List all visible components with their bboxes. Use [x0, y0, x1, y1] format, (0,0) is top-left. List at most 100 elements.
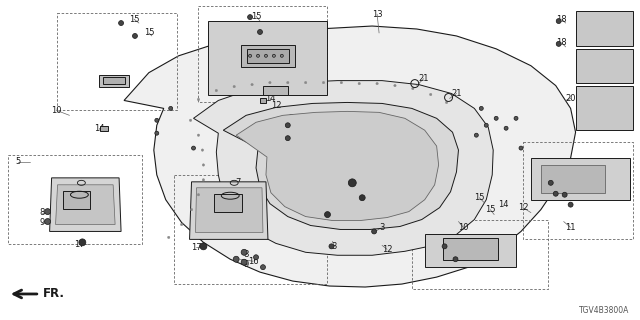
Circle shape	[429, 93, 432, 96]
Polygon shape	[189, 182, 268, 239]
Circle shape	[494, 116, 498, 120]
Circle shape	[197, 134, 200, 136]
Text: 11: 11	[565, 223, 576, 232]
Circle shape	[556, 19, 561, 24]
Circle shape	[474, 133, 478, 137]
Text: 3: 3	[332, 242, 337, 251]
Circle shape	[340, 81, 342, 84]
Circle shape	[329, 244, 334, 249]
Bar	[100, 126, 108, 131]
Circle shape	[285, 136, 291, 141]
Circle shape	[190, 208, 193, 211]
Bar	[99, 75, 129, 87]
Text: TGV4B3800A: TGV4B3800A	[579, 306, 629, 315]
Circle shape	[324, 212, 330, 218]
Circle shape	[280, 54, 284, 57]
Circle shape	[323, 81, 324, 84]
Text: 10: 10	[458, 223, 468, 232]
Polygon shape	[124, 26, 575, 287]
Bar	[214, 194, 242, 212]
Circle shape	[189, 119, 192, 122]
Circle shape	[394, 84, 396, 87]
Text: 12: 12	[518, 203, 528, 212]
Circle shape	[287, 81, 289, 84]
Bar	[63, 191, 90, 209]
Text: 3: 3	[380, 223, 385, 232]
Text: 1: 1	[365, 190, 370, 199]
Circle shape	[241, 249, 247, 255]
Text: 21: 21	[451, 89, 461, 98]
Polygon shape	[575, 85, 633, 130]
Text: 15: 15	[485, 205, 495, 214]
Bar	[264, 85, 288, 95]
Circle shape	[412, 87, 414, 90]
Text: 18: 18	[556, 15, 567, 24]
Circle shape	[251, 84, 253, 86]
Circle shape	[479, 107, 483, 110]
Text: 9: 9	[39, 218, 44, 227]
Text: 12: 12	[382, 245, 392, 254]
Circle shape	[233, 85, 236, 88]
Circle shape	[45, 219, 51, 225]
Circle shape	[269, 81, 271, 84]
Circle shape	[233, 256, 239, 262]
Circle shape	[260, 265, 266, 270]
Polygon shape	[236, 111, 438, 220]
Text: 7: 7	[236, 178, 241, 187]
Polygon shape	[425, 235, 516, 267]
Circle shape	[201, 149, 204, 151]
Text: 19: 19	[347, 173, 358, 182]
Text: 12: 12	[271, 101, 281, 110]
Circle shape	[556, 41, 561, 46]
Text: 2: 2	[286, 128, 291, 137]
Circle shape	[257, 29, 262, 35]
Circle shape	[118, 20, 124, 26]
Circle shape	[155, 131, 159, 135]
Text: 14: 14	[534, 190, 544, 199]
Text: 13: 13	[372, 10, 383, 19]
Bar	[259, 98, 266, 103]
Text: 15: 15	[538, 178, 548, 187]
Circle shape	[453, 257, 458, 262]
Circle shape	[202, 164, 205, 166]
Circle shape	[484, 123, 488, 127]
Bar	[241, 45, 295, 67]
Circle shape	[273, 54, 275, 57]
Text: 15: 15	[548, 190, 559, 199]
Circle shape	[376, 82, 378, 85]
Bar	[103, 77, 125, 84]
Polygon shape	[223, 102, 458, 229]
Text: 20: 20	[565, 94, 576, 103]
Text: 14: 14	[498, 200, 508, 209]
Text: 9: 9	[243, 260, 249, 269]
Circle shape	[445, 101, 448, 104]
Text: 10: 10	[51, 106, 62, 115]
Bar	[247, 49, 289, 63]
Polygon shape	[193, 81, 493, 255]
Circle shape	[168, 236, 170, 239]
Circle shape	[215, 89, 218, 92]
Circle shape	[348, 179, 356, 187]
Text: 14: 14	[265, 94, 275, 103]
Circle shape	[253, 255, 259, 260]
Circle shape	[202, 179, 205, 181]
Circle shape	[200, 243, 207, 250]
Bar	[443, 238, 498, 260]
Circle shape	[248, 54, 252, 57]
Text: 21: 21	[419, 74, 429, 83]
Text: 16: 16	[248, 257, 259, 266]
Polygon shape	[195, 188, 263, 232]
Circle shape	[504, 126, 508, 130]
Polygon shape	[575, 11, 633, 46]
Circle shape	[197, 98, 200, 101]
Text: 15: 15	[260, 27, 271, 36]
Text: 2: 2	[288, 114, 293, 123]
Circle shape	[553, 191, 558, 196]
Text: 5: 5	[15, 157, 20, 166]
Circle shape	[45, 209, 51, 215]
Circle shape	[241, 259, 247, 265]
Circle shape	[372, 229, 376, 234]
Polygon shape	[50, 178, 121, 231]
Circle shape	[191, 146, 195, 150]
Polygon shape	[56, 185, 115, 225]
